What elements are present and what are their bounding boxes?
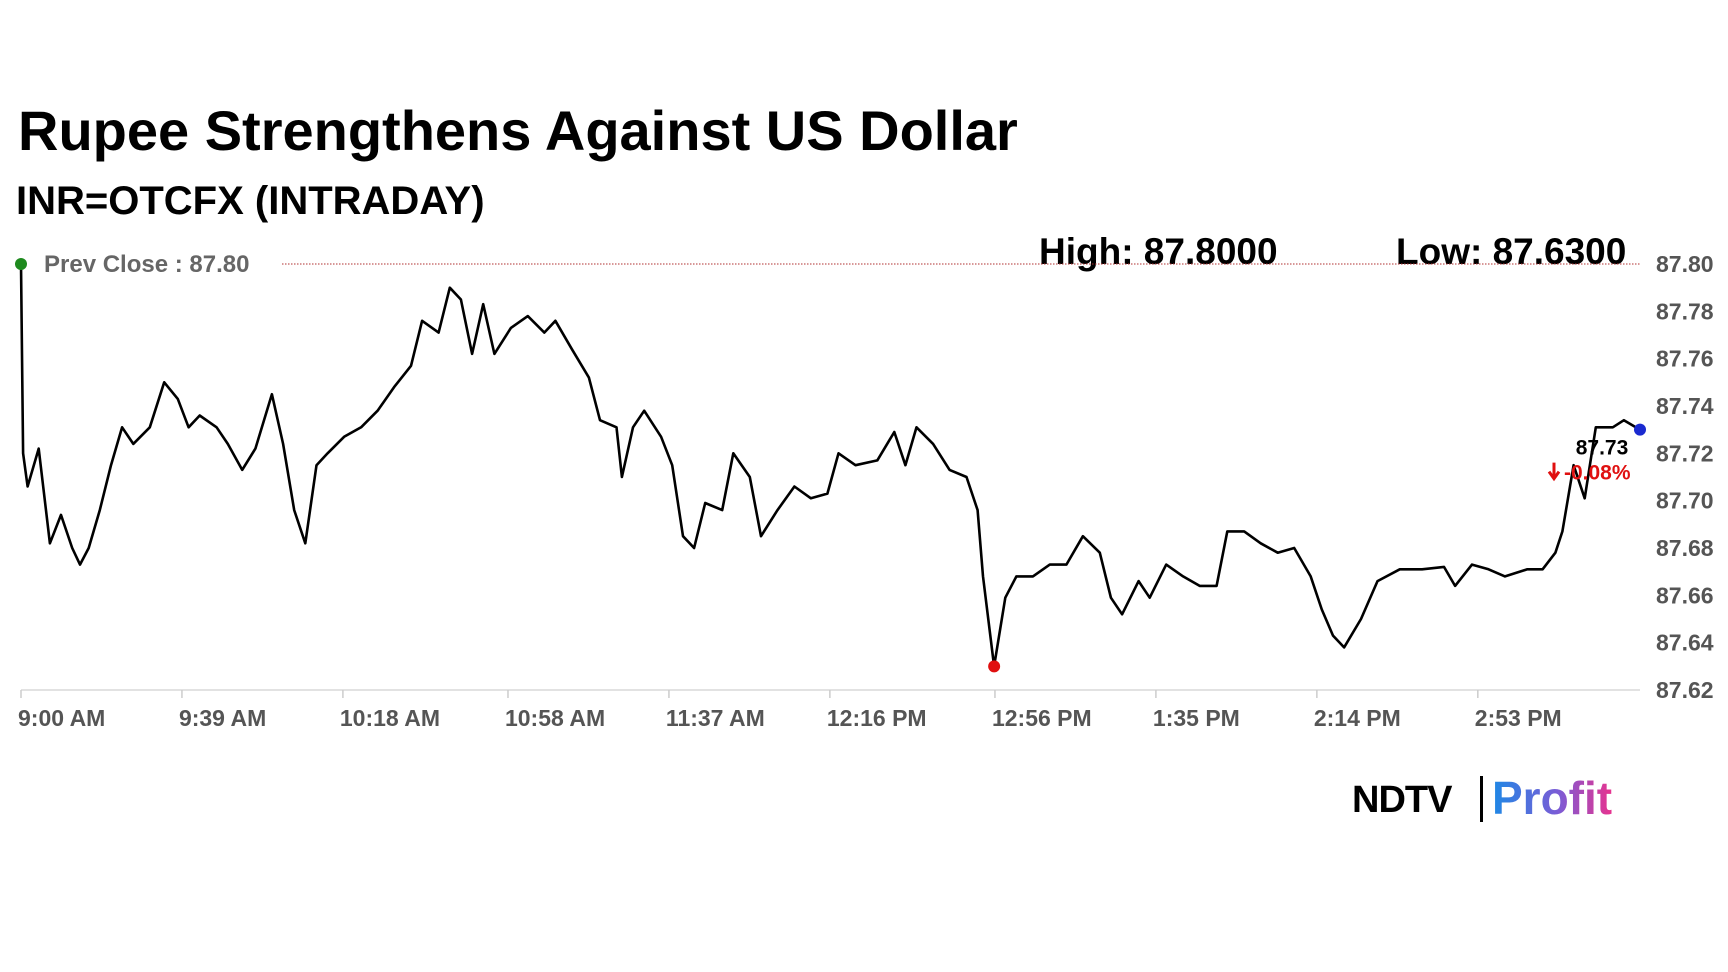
y-tick-label: 87.64	[1656, 630, 1714, 656]
down-arrow	[1547, 462, 1561, 482]
x-tick-label: 11:37 AM	[666, 705, 765, 731]
last-price-label: 87.73	[1576, 437, 1629, 460]
y-tick-label: 87.72	[1656, 440, 1714, 466]
prev-close-label: Prev Close : 87.80	[44, 251, 249, 278]
logo-divider	[1480, 776, 1483, 822]
x-tick-label: 10:58 AM	[505, 705, 605, 731]
chart-title: Rupee Strengthens Against US Dollar	[18, 99, 1018, 162]
y-tick-label: 87.68	[1656, 535, 1714, 561]
last-marker	[1634, 423, 1646, 436]
x-tick-label: 1:35 PM	[1153, 705, 1240, 731]
x-tick-label: 2:53 PM	[1475, 705, 1562, 731]
x-tick-label: 9:39 AM	[179, 705, 266, 731]
start-marker	[15, 258, 27, 270]
y-tick-label: 87.74	[1656, 393, 1714, 419]
logo-brand: NDTV	[1352, 779, 1453, 821]
y-tick-label: 87.66	[1656, 582, 1714, 608]
y-tick-label: 87.80	[1656, 251, 1714, 277]
x-tick-label: 10:18 AM	[340, 705, 440, 731]
logo-product: Profit	[1492, 772, 1612, 824]
x-tick-label: 2:14 PM	[1314, 705, 1401, 731]
y-tick-label: 87.62	[1656, 677, 1714, 703]
y-tick-label: 87.76	[1656, 346, 1714, 372]
low-marker	[988, 660, 1001, 673]
chart-subtitle: INR=OTCFX (INTRADAY)	[16, 179, 485, 223]
high-label: High: 87.8000	[1039, 231, 1278, 272]
x-tick-label: 12:56 PM	[992, 705, 1092, 731]
low-label: Low: 87.6300	[1396, 231, 1626, 272]
change-label: -0.08%	[1564, 462, 1631, 485]
x-tick-label: 9:00 AM	[18, 705, 105, 731]
x-tick-label: 12:16 PM	[827, 705, 927, 731]
y-tick-label: 87.70	[1656, 488, 1714, 514]
price-line	[19, 263, 1641, 668]
y-tick-label: 87.78	[1656, 298, 1714, 324]
